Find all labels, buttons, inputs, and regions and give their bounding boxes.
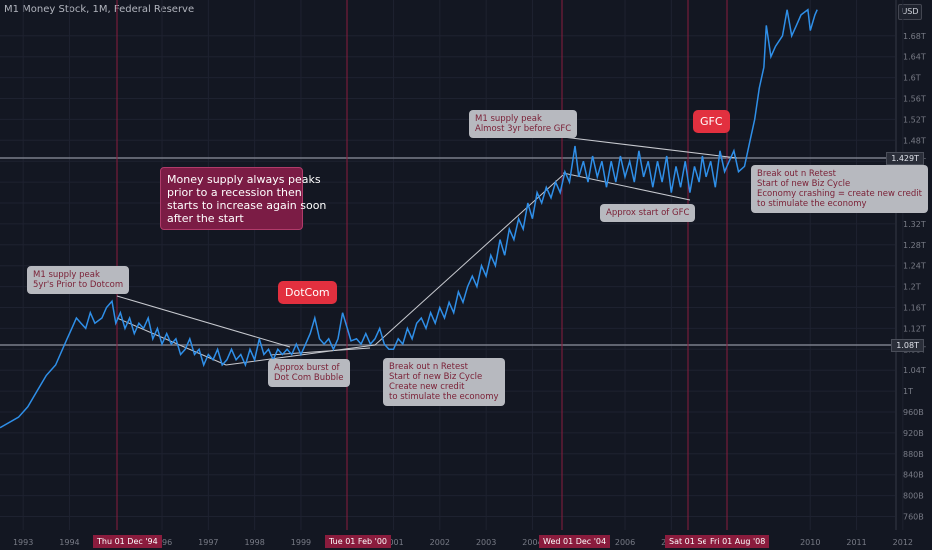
y-tick-label: 1.28T	[903, 241, 926, 250]
annotation-gfc-start: Approx start of GFC	[600, 204, 696, 222]
y-tick-label: 1.12T	[903, 324, 926, 333]
x-tick-label: 1998	[244, 538, 264, 547]
date-tag-2008: Fri 01 Aug '08	[706, 535, 770, 548]
y-tick-label: 1.32T	[903, 220, 926, 229]
label-dotcom: DotCom	[278, 281, 337, 304]
y-tick-label: 1.68T	[903, 32, 926, 41]
y-tick-label: 1T	[903, 387, 913, 396]
x-tick-label: 2010	[800, 538, 820, 547]
annotation-retest-2001: Break out n Retest Start of new Biz Cycl…	[383, 358, 505, 406]
x-tick-label: 1996	[152, 538, 172, 547]
y-axis: 760B800B840B880B920B960B1T1.04T1.08T1.12…	[895, 0, 926, 530]
annotation-dotcom-burst: Approx burst of Dot Com Bubble	[268, 359, 350, 387]
y-tick-label: 1.04T	[903, 366, 926, 375]
m1-series-line	[0, 8, 818, 429]
series-line	[0, 8, 818, 429]
date-tag-2000: Tue 01 Feb '00	[325, 535, 392, 548]
trendline	[374, 174, 564, 346]
y-tick-label: 760B	[903, 513, 924, 522]
date-tag-1994: Thu 01 Dec '94	[93, 535, 162, 548]
x-tick-label: 2012	[893, 538, 913, 547]
x-tick-label: 2011	[846, 538, 866, 547]
y-tick-label: 1.52T	[903, 115, 926, 124]
trendline	[116, 317, 227, 366]
y-tick-label: 880B	[903, 450, 924, 459]
annotation-retest-2008: Break out n Retest Start of new Biz Cycl…	[751, 165, 928, 213]
y-tick-label: 1.24T	[903, 262, 926, 271]
x-tick-label: 2002	[430, 538, 450, 547]
x-tick-label: 1999	[291, 538, 311, 547]
y-tick-label: 840B	[903, 471, 924, 480]
y-tick-label: 1.16T	[903, 304, 926, 313]
date-tag-2004: Wed 01 Dec '04	[539, 535, 611, 548]
x-tick-label: 1993	[13, 538, 33, 547]
y-tick-label: 1.6T	[903, 74, 921, 83]
annotation-dotcom-peak: M1 supply peak 5yr's Prior to Dotcom	[27, 266, 130, 294]
y-tick-label: 1.64T	[903, 53, 926, 62]
y-tick-label: 1.56T	[903, 95, 926, 104]
y-tick-label: 960B	[903, 408, 924, 417]
chart-title: M1 Money Stock, 1M, Federal Reserve	[4, 4, 195, 15]
currency-badge[interactable]: USD	[898, 4, 922, 20]
annotation-gfc-peak: M1 supply peak Almost 3yr before GFC	[469, 110, 578, 138]
trendline	[562, 172, 691, 201]
label-gfc: GFC	[693, 110, 730, 133]
price-tag-upper: 1.429T	[886, 152, 924, 165]
x-tick-label: 2006	[615, 538, 635, 547]
trendline	[116, 295, 291, 348]
summary-note: Money supply always peaks prior to a rec…	[160, 167, 326, 230]
x-tick-label: 2003	[476, 538, 496, 547]
event-lines	[0, 0, 896, 530]
y-tick-label: 1.2T	[903, 283, 921, 292]
x-tick-label: 2004	[522, 538, 542, 547]
x-tick-label: 1997	[198, 538, 218, 547]
y-tick-label: 1.48T	[903, 136, 926, 145]
trendline	[562, 136, 738, 159]
trendline	[269, 347, 371, 356]
y-tick-label: 800B	[903, 492, 924, 501]
price-tag-lower: 1.08T	[891, 339, 924, 352]
gridlines	[0, 0, 904, 530]
x-tick-label: 2001	[383, 538, 403, 547]
y-tick-label: 920B	[903, 429, 924, 438]
x-tick-label: 1994	[59, 538, 79, 547]
